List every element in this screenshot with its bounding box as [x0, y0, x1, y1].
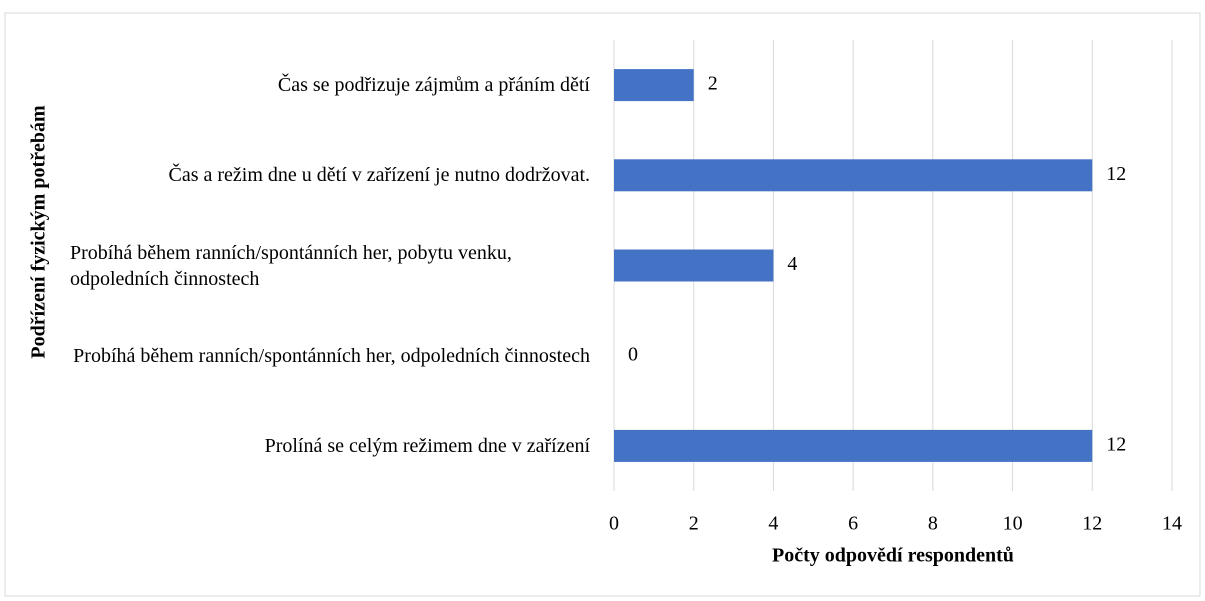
x-tick-label: 10	[1003, 513, 1023, 535]
bar	[614, 249, 774, 282]
value-label: 2	[708, 73, 718, 95]
bar	[614, 69, 694, 102]
x-tick-label: 12	[1082, 513, 1102, 535]
y-tick-label: Čas a režim dne u dětí v zařízení je nut…	[168, 164, 590, 187]
x-axis-title: Počty odpovědí respondentů	[772, 545, 1014, 567]
x-tick-label: 6	[848, 513, 858, 535]
value-label: 0	[628, 343, 638, 365]
value-label: 4	[787, 253, 797, 275]
value-label: 12	[1106, 163, 1126, 185]
y-tick-label: Probíhá během ranních/spontánních her, p…	[70, 241, 512, 290]
y-tick-label: Čas se podřizuje zájmům a přáním dětí	[277, 74, 590, 97]
x-tick-label: 2	[689, 513, 699, 535]
y-axis-title: Podřízení fyzickým potřebám	[28, 105, 50, 359]
x-tick-label: 14	[1162, 513, 1182, 535]
y-tick-label: Prolíná se celým režimem dne v zařízení	[264, 434, 590, 457]
y-tick-label: Probíhá během ranních/spontánních her, o…	[73, 344, 590, 367]
x-tick-label: 0	[609, 513, 619, 535]
x-tick-label: 4	[768, 513, 778, 535]
chart-border	[4, 12, 1201, 597]
x-tick-label: 8	[928, 513, 938, 535]
bar	[614, 159, 1093, 192]
bar	[614, 429, 1093, 462]
value-label: 12	[1106, 433, 1126, 455]
